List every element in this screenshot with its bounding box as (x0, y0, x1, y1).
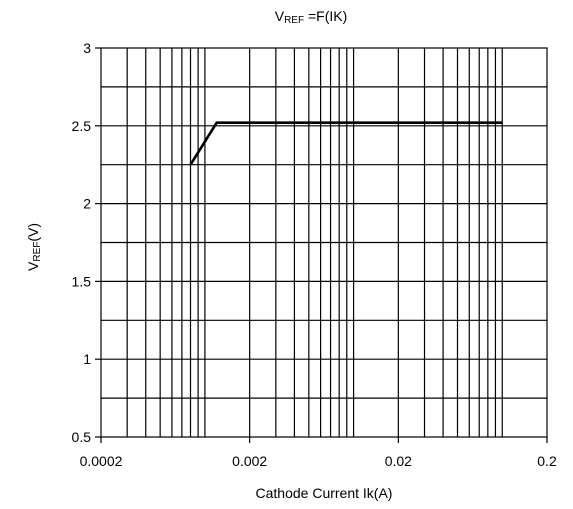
x-axis-label: Cathode Current Ik(A) (256, 485, 393, 501)
chart-title-rest: =F(IK) (304, 8, 347, 24)
series-line (189, 121, 503, 166)
y-tick-label: 1 (83, 351, 91, 367)
y-ticks: 0.5 1 1.5 2 2.5 3 (72, 40, 101, 445)
x-tick-label: 0.002 (232, 453, 267, 469)
y-tick-label: 3 (83, 40, 91, 56)
x-tick-label: 0.0002 (80, 453, 123, 469)
y-tick-label: 2.5 (72, 118, 92, 134)
chart-title-sub: REF (284, 15, 304, 26)
y-tick-label: 1.5 (72, 273, 92, 289)
chart-title: VREF =F(IK) (275, 8, 348, 26)
x-tick-label: 0.02 (385, 453, 412, 469)
x-tick-label: 0.2 (537, 453, 557, 469)
x-ticks: 0.0002 0.002 0.02 0.2 (80, 437, 557, 469)
y-tick-label: 2 (83, 196, 91, 212)
chart-title-main: V (275, 8, 285, 24)
y-axis-label-sub: REF (32, 242, 43, 262)
plot-frame (100, 47, 548, 438)
grid (101, 48, 547, 437)
y-tick-label: 0.5 (72, 429, 92, 445)
series-group (189, 121, 503, 166)
y-axis-label-main: V (25, 261, 41, 271)
y-axis-label-rest: (V) (25, 223, 41, 242)
y-axis-label: VREF(V) (25, 223, 43, 271)
